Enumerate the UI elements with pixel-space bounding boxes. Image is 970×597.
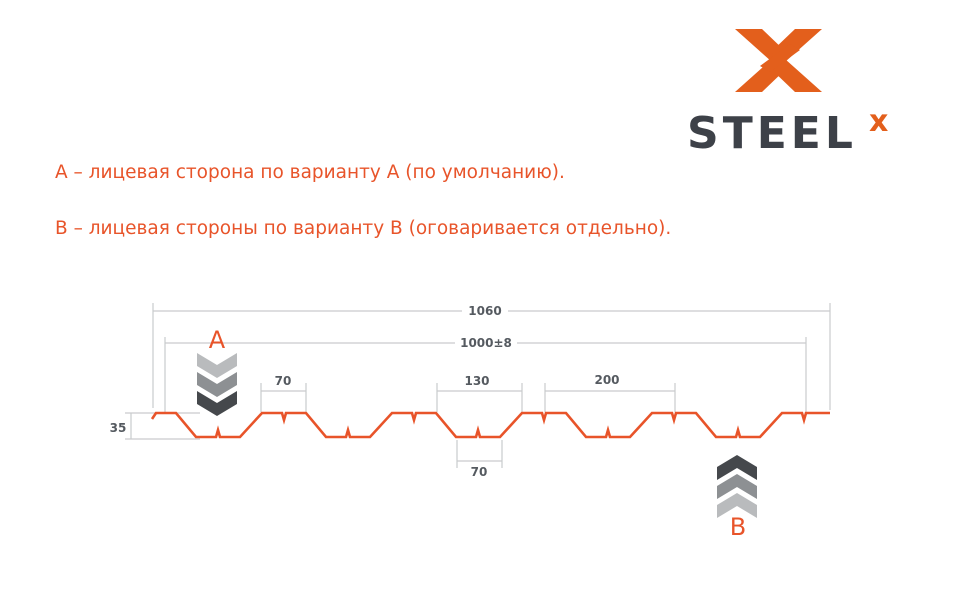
dim-useful: 1000±8 — [460, 336, 512, 350]
dim-height: 35 — [110, 421, 127, 435]
dim-bottom-shelf: 70 — [471, 465, 488, 479]
logo-superscript: x — [869, 104, 888, 139]
side-a-chevrons-icon — [197, 353, 237, 416]
dim-bottom-opening: 130 — [464, 374, 489, 388]
profile-line — [150, 411, 830, 439]
logo-x-mark — [735, 29, 822, 92]
side-b-chevrons-icon — [717, 455, 757, 518]
dimension-lines — [125, 303, 831, 468]
logo-text: STEEL — [687, 108, 857, 159]
dim-pitch: 200 — [594, 373, 619, 387]
side-a-label: A — [209, 326, 226, 354]
legend-line-a: А – лицевая сторона по варианту А (по ум… — [55, 162, 565, 183]
dim-total: 1060 — [468, 304, 501, 318]
steelx-logo: STEEL x — [687, 29, 888, 159]
legend-line-b: В – лицевая стороны по варианту В (огова… — [55, 218, 672, 239]
dim-top-shelf: 70 — [275, 374, 292, 388]
side-b-label: B — [730, 513, 746, 541]
